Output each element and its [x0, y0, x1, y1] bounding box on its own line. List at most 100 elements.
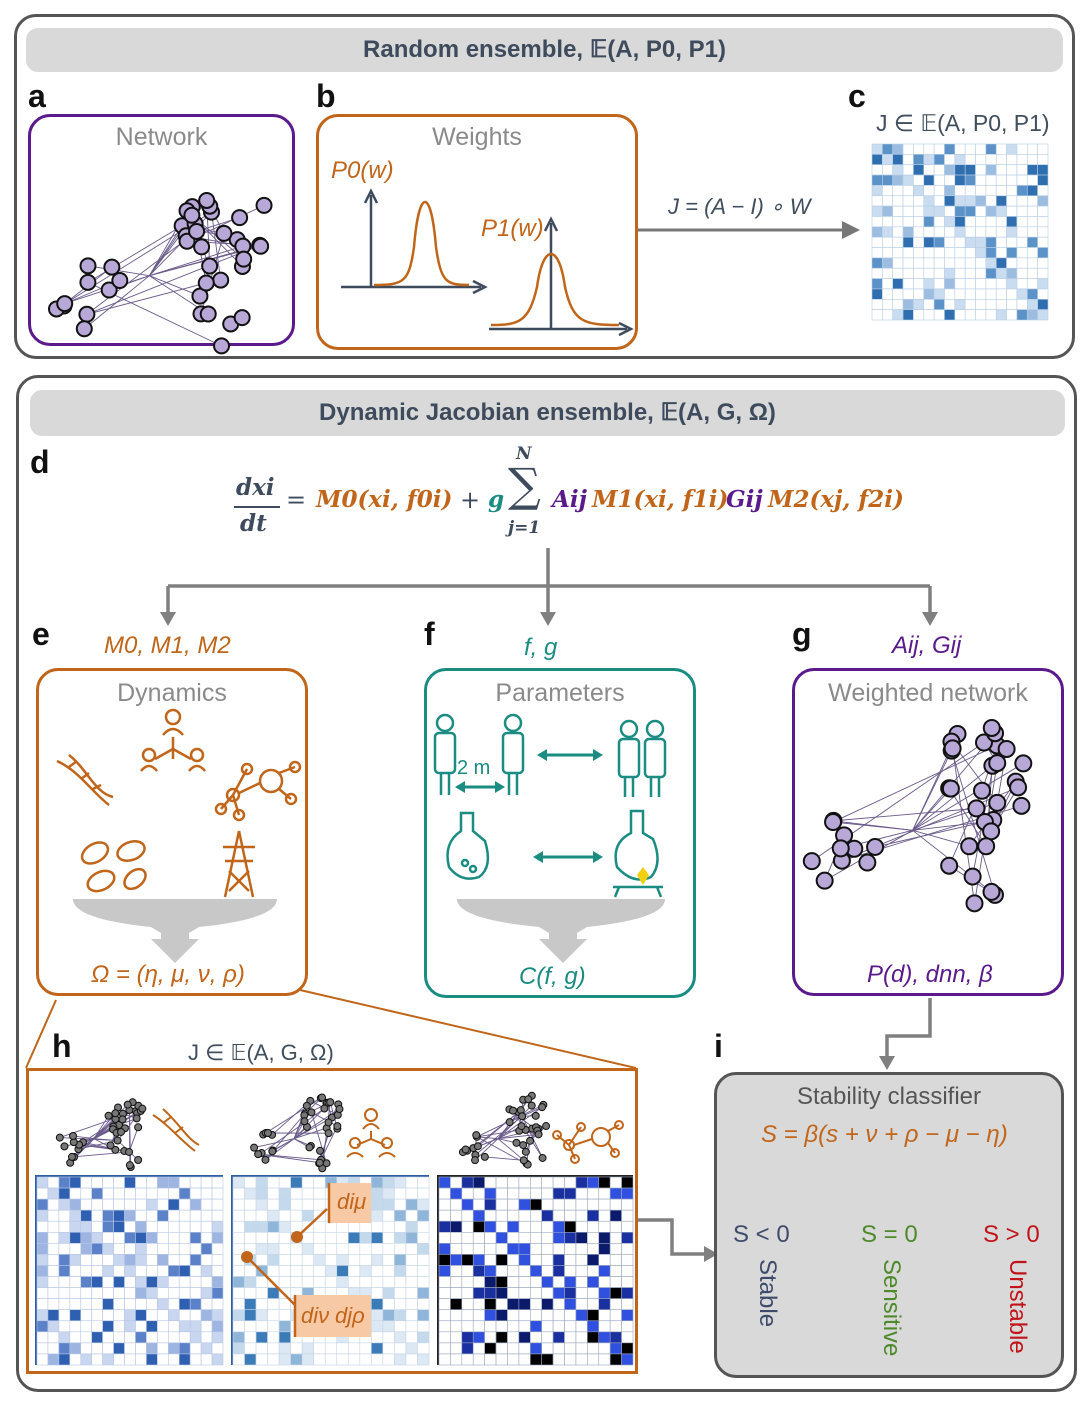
eq-sum-bottom: j=1 — [508, 518, 541, 538]
bacteria-icon — [80, 840, 147, 893]
matrix-cell — [892, 216, 904, 228]
letter-g: g — [792, 616, 812, 652]
matrix-cell — [902, 278, 914, 290]
matrix-cell — [964, 185, 976, 197]
network-edge — [477, 1109, 522, 1147]
matrix-cell — [1006, 154, 1018, 166]
matrix-cell — [871, 174, 883, 186]
matrix-cell — [1006, 278, 1018, 290]
network-node — [335, 1105, 344, 1114]
matrix-cell — [902, 247, 914, 259]
matrix-cell — [933, 278, 945, 290]
matrix-cell — [923, 164, 935, 176]
matrix-cell — [1026, 195, 1038, 207]
matrix-cell — [892, 226, 904, 238]
network-node — [866, 837, 885, 856]
matrix-cell — [964, 205, 976, 217]
matrix-cell — [1037, 298, 1049, 310]
network-edge — [832, 745, 998, 823]
dynamics-equation: dxi dt = M0(xi, f0i) + g N ∑ j=1 Aij M1(… — [232, 444, 932, 546]
matrix-cell — [995, 216, 1007, 228]
matrix-cell — [964, 195, 976, 207]
matrix-cell — [1026, 174, 1038, 186]
matrix-cell — [882, 288, 894, 300]
matrix-cell — [1026, 236, 1038, 248]
matrix-cell — [995, 164, 1007, 176]
matrix-cell — [882, 195, 894, 207]
matrix-cell — [1016, 205, 1028, 217]
letter-b: b — [316, 78, 336, 114]
mini-icons — [152, 1108, 624, 1164]
weighted-network-panel: Weighted network P(d), dnn, β — [792, 668, 1064, 996]
matrix-cell — [892, 154, 904, 166]
matrix-cell — [995, 226, 1007, 238]
eq-sum-top: N — [516, 444, 532, 464]
matrix-cell — [933, 143, 945, 155]
weighted-network-graph — [802, 718, 1033, 913]
network-node — [534, 1130, 543, 1139]
network-node — [201, 257, 219, 275]
matrix-cell — [902, 185, 914, 197]
matrix-cell — [944, 216, 956, 228]
matrix-cell — [923, 267, 935, 279]
person-icon — [433, 713, 457, 795]
eq-sum-sign: ∑ — [508, 458, 541, 512]
matrix-cell — [892, 236, 904, 248]
network-node — [113, 1136, 122, 1145]
matrix-cell — [1026, 247, 1038, 259]
matrix-cell — [902, 164, 914, 176]
network-edge — [512, 1110, 543, 1159]
matrix-cell — [871, 216, 883, 228]
matrix-cell — [1037, 205, 1049, 217]
matrix-cell — [975, 195, 987, 207]
network-node — [268, 1147, 277, 1156]
matrix-cell — [954, 236, 966, 248]
matrix-cell — [954, 309, 966, 321]
matrix-cell — [923, 226, 935, 238]
network-node — [263, 1129, 272, 1138]
matrix-cell — [964, 216, 976, 228]
network-node — [79, 273, 97, 291]
matrix-cell — [871, 143, 883, 155]
network-node — [134, 1156, 143, 1165]
person-icon — [617, 719, 641, 797]
matrix-cell — [933, 309, 945, 321]
network-graph — [47, 191, 273, 355]
network-node — [982, 882, 1001, 901]
matrix-cell — [923, 205, 935, 217]
matrix-cell — [871, 267, 883, 279]
matrix-cell — [954, 143, 966, 155]
network-node — [977, 837, 996, 856]
network-node — [824, 813, 843, 832]
matrix-cell — [882, 205, 894, 217]
matrix-cell — [1016, 257, 1028, 269]
matrix-cell — [964, 174, 976, 186]
annotation-nu: diν — [301, 1303, 330, 1328]
matrix-cell — [995, 143, 1007, 155]
matrix-cell — [975, 154, 987, 166]
matrix-cell — [882, 257, 894, 269]
network-node — [111, 1109, 120, 1118]
network-edge — [912, 765, 993, 831]
network-node — [326, 1098, 335, 1107]
matrix-cell — [871, 247, 883, 259]
network-node — [123, 1100, 132, 1109]
eq-m2-term: M2(xj, f2i) — [768, 486, 904, 513]
matrix-cell — [1016, 267, 1028, 279]
network-node — [963, 867, 982, 886]
weights-title: Weights — [432, 123, 522, 151]
network-node — [519, 1141, 528, 1150]
matrix-cell — [1006, 298, 1018, 310]
network-node — [197, 274, 215, 292]
matrix-cell — [1037, 143, 1049, 155]
matrix-cell — [892, 164, 904, 176]
matrix-cell — [975, 267, 987, 279]
network-node — [233, 309, 251, 327]
network-node — [100, 281, 118, 299]
matrix-cell — [1026, 143, 1038, 155]
matrix-cell — [1016, 309, 1028, 321]
network-node — [324, 1129, 333, 1138]
heated-flask-icon — [613, 809, 663, 898]
matrix-cell — [944, 309, 956, 321]
network-node — [69, 1131, 78, 1140]
